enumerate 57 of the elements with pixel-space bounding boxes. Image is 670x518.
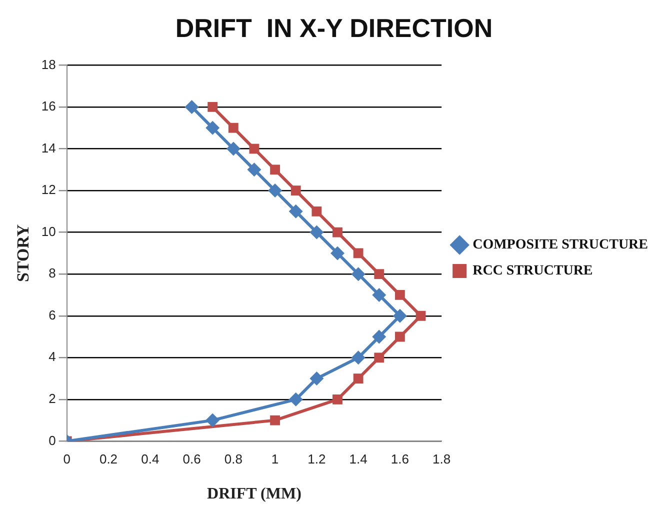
x-tick-label: 0.6 xyxy=(182,452,201,467)
point xyxy=(392,308,407,323)
y-tick-label: 0 xyxy=(48,432,56,448)
x-tick-label: 0 xyxy=(63,452,70,467)
chart-title: DRIFT IN X-Y DIRECTION xyxy=(175,12,493,43)
point xyxy=(310,225,324,240)
y-tick-label: 4 xyxy=(48,349,56,364)
point xyxy=(353,248,364,258)
point xyxy=(206,413,220,428)
y-tick-label: 14 xyxy=(41,140,56,156)
point xyxy=(290,186,301,196)
y-tick-label: 12 xyxy=(41,182,56,198)
point xyxy=(416,310,426,321)
point xyxy=(268,184,282,198)
y-tick-label: 2 xyxy=(48,391,56,406)
point xyxy=(228,122,238,133)
point xyxy=(374,352,384,363)
y-tick-label: 16 xyxy=(41,98,56,114)
point xyxy=(312,206,322,216)
point xyxy=(353,374,364,384)
point xyxy=(351,267,366,282)
point xyxy=(395,332,405,342)
point xyxy=(206,120,220,135)
y-tick-label: 18 xyxy=(41,56,56,72)
legend-label: RCC STRUCTURE xyxy=(472,264,593,279)
point xyxy=(270,164,280,175)
x-tick-label: 1 xyxy=(271,452,279,467)
point xyxy=(395,290,405,300)
point xyxy=(372,288,386,302)
y-tick-label: 8 xyxy=(48,266,56,281)
x-tick-label: 1.6 xyxy=(390,452,409,467)
y-tick-label: 6 xyxy=(48,307,56,322)
point xyxy=(249,144,260,154)
point xyxy=(332,394,342,404)
legend-label: COMPOSITE STRUCTURE xyxy=(472,238,648,253)
point xyxy=(351,350,366,365)
point xyxy=(184,100,199,114)
point xyxy=(288,204,303,218)
point xyxy=(208,102,218,112)
point xyxy=(247,162,262,177)
x-tick-label: 0.8 xyxy=(224,452,242,467)
x-tick-label: 1.2 xyxy=(308,452,326,467)
point xyxy=(332,227,342,238)
point xyxy=(310,372,324,386)
x-tick-label: 0.2 xyxy=(99,452,118,467)
point xyxy=(330,246,344,260)
x-tick-label: 0.4 xyxy=(141,452,160,467)
y-axis-title: STORY xyxy=(14,224,33,282)
y-tick-label: 10 xyxy=(41,224,56,239)
x-axis-title: DRIFT (MM) xyxy=(207,486,302,503)
x-tick-label: 1.8 xyxy=(432,452,451,467)
point xyxy=(226,142,240,156)
point xyxy=(270,415,280,426)
x-tick-label: 1.4 xyxy=(349,452,368,467)
point xyxy=(374,269,384,280)
point xyxy=(372,330,386,344)
point xyxy=(288,392,303,406)
